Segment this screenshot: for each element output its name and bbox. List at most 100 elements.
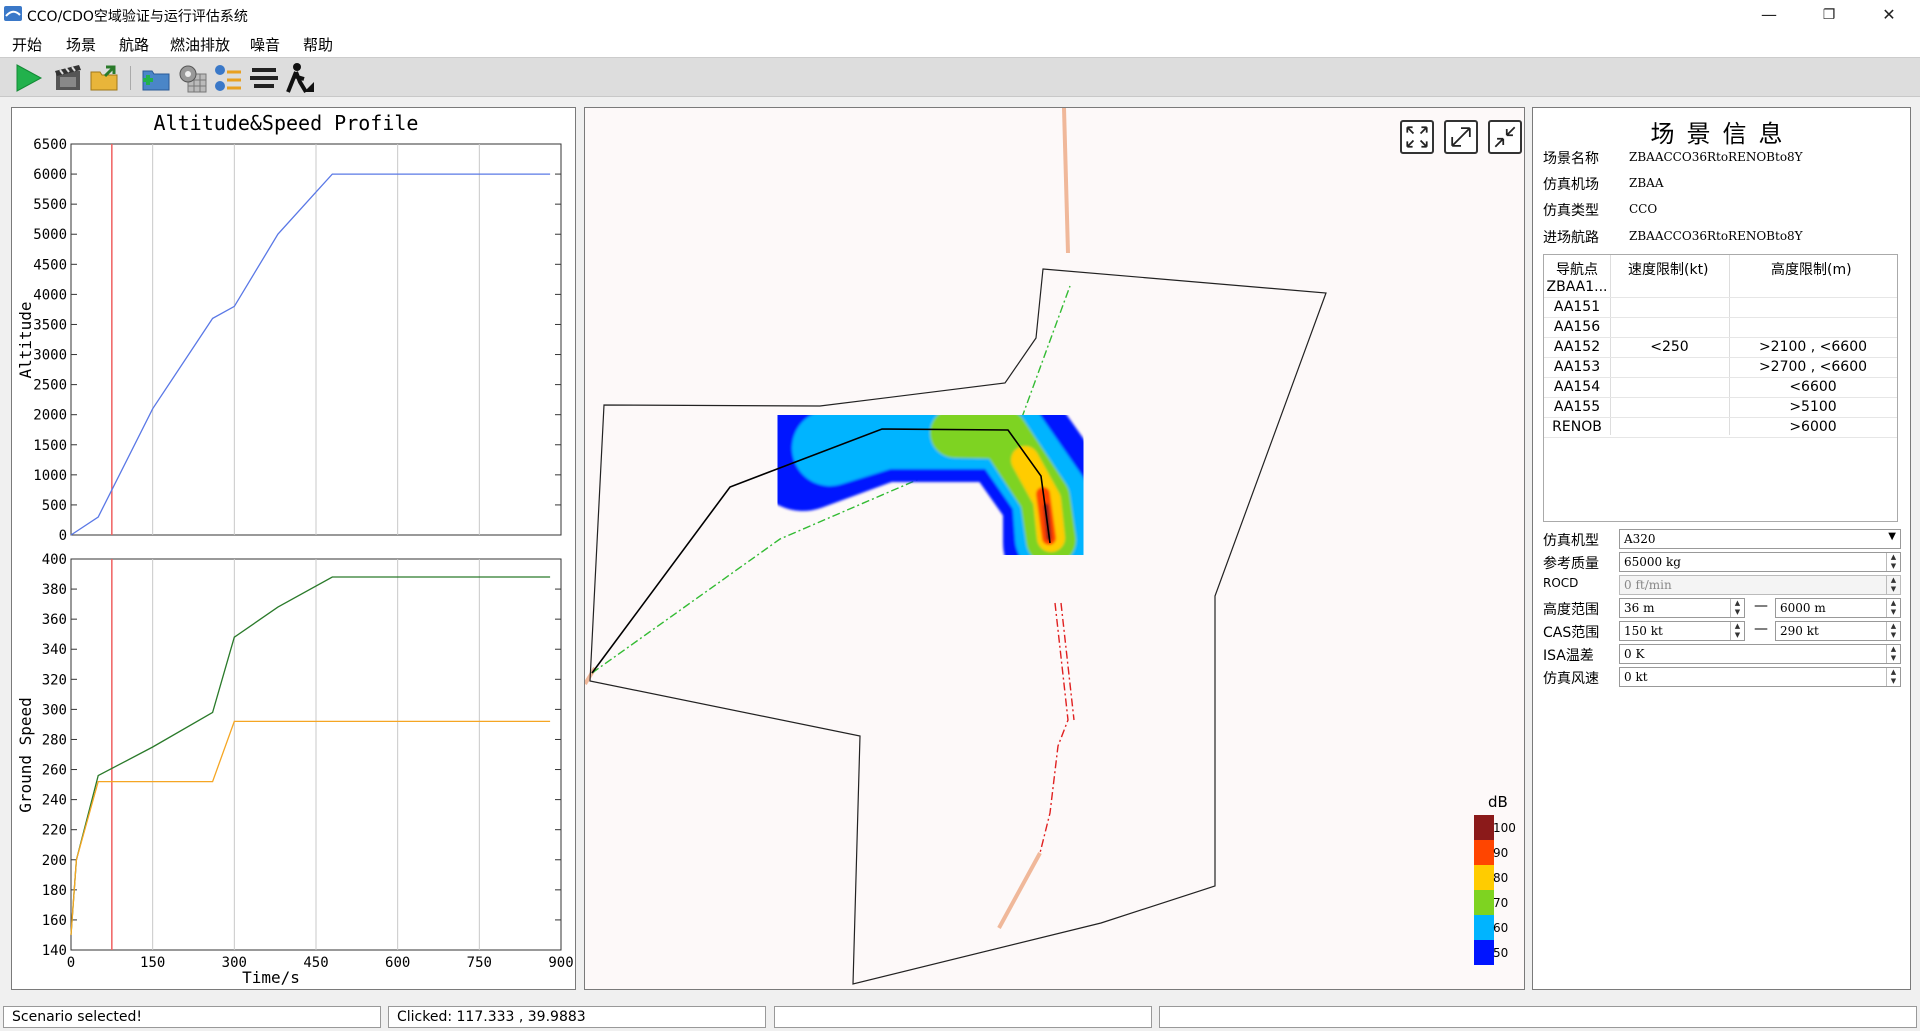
close-button[interactable]: ✕ <box>1882 5 1896 24</box>
spinner-icon[interactable]: ▲ ▼ <box>1886 668 1900 686</box>
wind-label: 仿真风速 <box>1543 671 1599 687</box>
table-row[interactable]: AA156 <box>1544 318 1897 338</box>
waypoint-icon[interactable] <box>212 62 244 94</box>
isa-input[interactable]: 0 K ▲ ▼ <box>1619 644 1901 664</box>
menu-scenario[interactable]: 场景 <box>66 36 97 54</box>
aircraft-select[interactable]: A320 ▼ <box>1619 529 1901 549</box>
y-tick-label: 4500 <box>33 257 67 273</box>
y-tick-label: 3500 <box>33 317 67 333</box>
wind-input[interactable]: 0 kt ▲ ▼ <box>1619 667 1901 687</box>
y-tick-label: 5500 <box>33 197 67 213</box>
menu-help[interactable]: 帮助 <box>303 36 334 54</box>
altitude-max-input[interactable]: 6000 m ▲ ▼ <box>1775 598 1901 618</box>
mass-input[interactable]: 65000 kg ▲ ▼ <box>1619 552 1901 572</box>
minimize-button[interactable]: — <box>1761 5 1777 24</box>
legend-label: 80 <box>1493 871 1509 885</box>
window-title: CCO/CDO空域验证与运行评估系统 <box>27 9 248 25</box>
map-canvas[interactable] <box>585 108 1524 989</box>
isa-label: ISA温差 <box>1543 648 1594 664</box>
cell-waypoint: AA152 <box>1553 339 1601 355</box>
y-tick-label: 3000 <box>33 348 67 364</box>
folder-export-icon[interactable] <box>88 62 120 94</box>
legend-swatch <box>1474 890 1494 915</box>
y-tick-label: 500 <box>42 498 67 514</box>
legend-swatch <box>1474 915 1494 940</box>
departure-route <box>1039 602 1069 854</box>
aircraft-label: 仿真机型 <box>1543 533 1599 549</box>
col-header-altitude[interactable]: 高度限制(m) <box>1771 262 1852 278</box>
y-tick-label: 1500 <box>33 438 67 454</box>
y-tick-label: 240 <box>42 793 67 809</box>
cas-max-input[interactable]: 290 kt ▲ ▼ <box>1775 621 1901 641</box>
zoom-shrink-icon[interactable] <box>1488 120 1522 154</box>
title-bar: CCO/CDO空域验证与运行评估系统 — ❐ ✕ <box>0 0 1920 30</box>
menu-fuel-emission[interactable]: 燃油排放 <box>170 36 231 54</box>
cell-altitude-limit: >5100 <box>1789 399 1837 415</box>
legend-swatch <box>1474 815 1494 840</box>
y-tick-label: 6000 <box>33 167 67 183</box>
x-tick-label: 0 <box>67 955 75 971</box>
x-tick-label: 450 <box>303 955 328 971</box>
y-tick-label: 4000 <box>33 287 67 303</box>
zoom-expand-icon[interactable] <box>1444 120 1478 154</box>
layers-icon[interactable] <box>248 62 280 94</box>
legend-swatch <box>1474 940 1494 965</box>
cell-altitude-limit: <6600 <box>1789 379 1837 395</box>
x-tick-label: 900 <box>548 955 573 971</box>
map-panel[interactable]: dB 100 90 80 70 60 50 <box>584 107 1525 990</box>
spinner-icon[interactable]: ▲ ▼ <box>1730 599 1744 617</box>
fit-extent-icon[interactable] <box>1400 120 1434 154</box>
status-cell-3 <box>774 1006 1152 1028</box>
play-icon[interactable] <box>12 62 44 94</box>
pedestrian-icon[interactable] <box>284 62 316 94</box>
menu-route[interactable]: 航路 <box>119 36 150 54</box>
y-tick-label: 160 <box>42 913 67 929</box>
info-row-airport: 仿真机场 ZBAA <box>1543 176 1664 193</box>
film-icon[interactable] <box>52 62 84 94</box>
spinner-icon[interactable]: ▲ ▼ <box>1730 622 1744 640</box>
table-row[interactable]: AA155 >5100 <box>1544 398 1897 418</box>
legend-swatch <box>1474 840 1494 865</box>
menu-bar: 开始 场景 航路 燃油排放 噪音 帮助 <box>0 30 1920 57</box>
restore-button[interactable]: ❐ <box>1822 7 1836 23</box>
info-row-sim-type: 仿真类型 CCO <box>1543 202 1658 219</box>
y-tick-label: 2000 <box>33 408 67 424</box>
waypoint-table[interactable]: 导航点 速度限制(kt) 高度限制(m) ZBAA1... AA151 AA156 A… <box>1543 254 1898 522</box>
status-bar: Scenario selected! Clicked: 117.333 , 39… <box>0 1001 1920 1031</box>
menu-start[interactable]: 开始 <box>12 36 43 54</box>
spinner-icon[interactable]: ▲ ▼ <box>1886 622 1900 640</box>
x-tick-label: 150 <box>140 955 165 971</box>
y-axis-label: Ground Speed <box>16 697 35 813</box>
col-header-waypoint[interactable]: 导航点 <box>1556 262 1598 278</box>
table-row[interactable]: ZBAA1... <box>1544 278 1897 298</box>
cell-waypoint: AA156 <box>1553 319 1601 335</box>
y-tick-label: 220 <box>42 823 67 839</box>
altitude-min-input[interactable]: 36 m ▲ ▼ <box>1619 598 1745 618</box>
range-separator: — <box>1754 621 1768 637</box>
spinner-icon[interactable]: ▲ ▼ <box>1886 553 1900 571</box>
legend-label: 70 <box>1493 896 1509 910</box>
add-folder-icon[interactable] <box>140 62 172 94</box>
table-row[interactable]: AA154 <6600 <box>1544 378 1897 398</box>
legend-label: 90 <box>1493 846 1509 860</box>
cas-min-input[interactable]: 150 kt ▲ ▼ <box>1619 621 1745 641</box>
y-tick-label: 1000 <box>33 468 67 484</box>
x-tick-label: 750 <box>467 955 492 971</box>
table-row[interactable]: AA152 <250 >2100 , <6600 <box>1544 338 1897 358</box>
legend-label: 100 <box>1493 821 1516 835</box>
menu-noise[interactable]: 噪音 <box>250 36 281 54</box>
table-row[interactable]: RENOB >6000 <box>1544 418 1897 438</box>
spinner-icon: ▲ ▼ <box>1886 576 1900 594</box>
table-row[interactable]: AA151 <box>1544 298 1897 318</box>
flight-track <box>591 428 1051 674</box>
profile-chart: 6500600055005000450040003500300025002000… <box>16 111 574 987</box>
settings-grid-icon[interactable] <box>176 62 208 94</box>
spinner-icon[interactable]: ▲ ▼ <box>1886 599 1900 617</box>
y-tick-label: 400 <box>42 552 67 568</box>
col-header-speed[interactable]: 速度限制(kt) <box>1628 262 1709 278</box>
legend-label: 50 <box>1493 946 1509 960</box>
table-row[interactable]: AA153 >2700 , <6600 <box>1544 358 1897 378</box>
y-tick-label: 300 <box>42 702 67 718</box>
rocd-input: 0 ft/min ▲ ▼ <box>1619 575 1901 595</box>
spinner-icon[interactable]: ▲ ▼ <box>1886 645 1900 663</box>
